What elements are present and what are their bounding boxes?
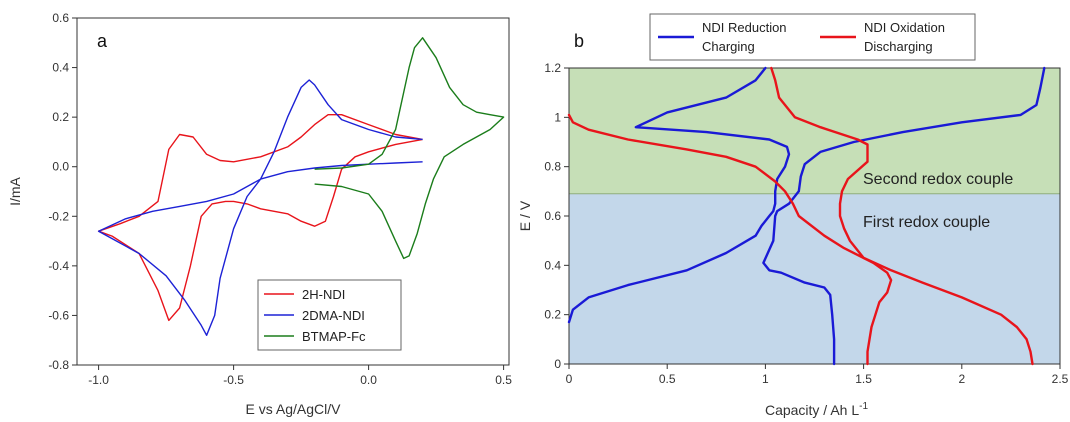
legend-label: NDI Reduction xyxy=(702,20,787,35)
x-tick-label: 0.5 xyxy=(659,372,676,386)
y-tick-label: -0.2 xyxy=(48,209,69,223)
y-tick-label: 0.8 xyxy=(544,160,561,174)
x-tick-label: 0.0 xyxy=(360,373,377,387)
chart-a: -0.8 -0.6 -0.4 -0.2 0.0 0.2 0.4 0.6 -1.0 -0.5 0.0 0… xyxy=(7,11,512,417)
y-tick-label: -0.6 xyxy=(48,308,69,322)
series-line-oxidation xyxy=(567,113,893,366)
chart-b: 0 0.2 0.4 0.6 0.8 1 1.2 0 0.5 1 1.5 2 2.5 Second redo… xyxy=(517,13,1069,418)
panel-label: a xyxy=(97,31,108,51)
x-tick-label: 0 xyxy=(566,372,573,386)
y-tick-label: 0.2 xyxy=(544,308,561,322)
x-tick-label: -1.0 xyxy=(88,373,109,387)
x-tick-label: -0.5 xyxy=(223,373,244,387)
y-tick-label: 1 xyxy=(554,110,561,124)
series-line-oxidation xyxy=(770,66,1034,366)
y-tick-label: 0.6 xyxy=(544,209,561,223)
x-tick-label: 2 xyxy=(958,372,965,386)
x-tick-label: 0.5 xyxy=(495,373,512,387)
y-tick-label: 0.4 xyxy=(544,258,561,272)
region-label: Second redox couple xyxy=(863,171,1013,188)
y-tick-label: 0 xyxy=(554,357,561,371)
x-axis-label-exponent: -1 xyxy=(859,401,868,412)
y-axis-label: I/mA xyxy=(7,176,23,205)
y-tick-label: 0.0 xyxy=(52,160,69,174)
region-band xyxy=(569,68,1060,194)
legend-label: Charging xyxy=(702,39,755,54)
region-label: First redox couple xyxy=(863,214,990,231)
x-axis-label: Capacity / Ah L-1 xyxy=(765,401,869,418)
series-line-2dma-ndi xyxy=(97,79,423,336)
legend-label: 2H-NDI xyxy=(302,287,345,302)
y-axis-label: E / V xyxy=(517,200,533,231)
legend-label: NDI Oxidation xyxy=(864,20,945,35)
panel-label: b xyxy=(574,31,584,51)
x-tick-label: 2.5 xyxy=(1052,372,1069,386)
y-tick-label: 0.4 xyxy=(52,61,69,75)
y-tick-label: 0.6 xyxy=(52,11,69,25)
y-tick-label: -0.4 xyxy=(48,259,69,273)
x-axis-label-main: Capacity / Ah L xyxy=(765,402,859,418)
x-axis-label: E vs Ag/AgCl/V xyxy=(246,401,342,417)
y-tick-label: -0.8 xyxy=(48,358,69,372)
legend-label: Discharging xyxy=(864,39,933,54)
legend-label: BTMAP-Fc xyxy=(302,329,366,344)
y-tick-label: 0.2 xyxy=(52,110,69,124)
legend-label: 2DMA-NDI xyxy=(302,308,365,323)
series-line-reduction xyxy=(762,66,1046,366)
legend xyxy=(649,13,976,61)
x-tick-label: 1.5 xyxy=(855,372,872,386)
x-tick-label: 1 xyxy=(762,372,769,386)
series-line-reduction xyxy=(567,66,791,324)
series-line-btmap-fc xyxy=(314,37,505,260)
y-tick-label: 1.2 xyxy=(544,61,561,75)
